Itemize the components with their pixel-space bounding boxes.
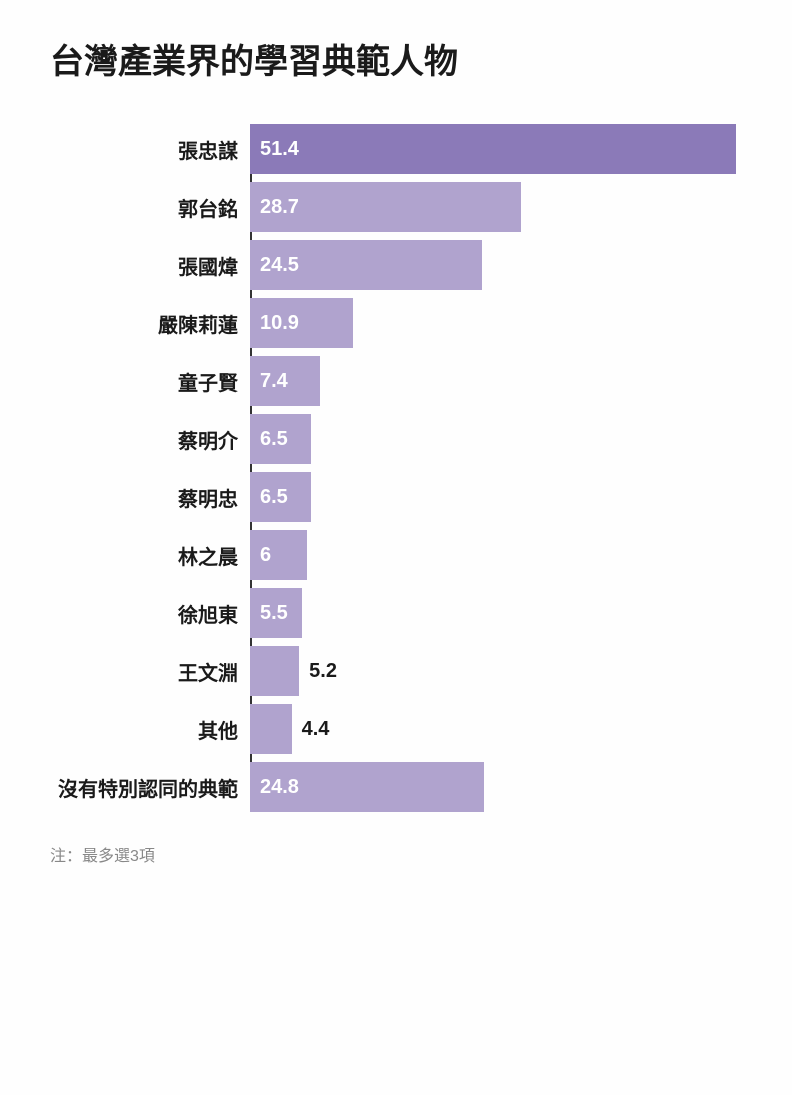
bar-value: 6.5 [250,486,288,509]
bar-value: 4.4 [292,718,330,741]
bar-value: 5.2 [299,660,337,683]
chart-title: 台灣產業界的學習典範人物 [50,40,742,84]
bar-value: 24.8 [250,776,299,799]
bar-row: 徐旭東5.5 [250,588,742,638]
bar-value: 6 [250,544,271,567]
bar-label: 郭台銘 [178,193,250,222]
bar: 24.5 [250,240,482,290]
bar-value: 6.5 [250,428,288,451]
bar: 28.7 [250,182,521,232]
bar: 6.5 [250,472,311,522]
bar: 51.4 [250,124,736,174]
bar-label: 嚴陳莉蓮 [158,309,250,338]
bar [250,704,292,754]
bar-label: 張忠謀 [178,135,250,164]
bar-row: 郭台銘28.7 [250,182,742,232]
bar-label: 其他 [198,715,250,744]
bar: 24.8 [250,762,484,812]
bar-value: 24.5 [250,254,299,277]
bar-label: 徐旭東 [178,599,250,628]
bar-label: 沒有特別認同的典範 [58,773,250,802]
bar-value: 51.4 [250,138,299,161]
bar-label: 蔡明忠 [178,483,250,512]
chart-area: 張忠謀51.4 郭台銘28.7 張國煒24.5 嚴陳莉蓮10.9 童子賢7.4 蔡明介6.… [250,124,742,812]
bar-value: 10.9 [250,312,299,335]
bar-label: 蔡明介 [178,425,250,454]
bar-row: 沒有特別認同的典範24.8 [250,762,742,812]
bar-row: 張國煒24.5 [250,240,742,290]
bar-label: 張國煒 [178,251,250,280]
bar-label: 王文淵 [178,657,250,686]
bar-row: 王文淵5.2 [250,646,742,696]
bar-label: 林之晨 [178,541,250,570]
bar: 5.5 [250,588,302,638]
bar: 6.5 [250,414,311,464]
bar: 7.4 [250,356,320,406]
bar-row: 張忠謀51.4 [250,124,742,174]
bar-row: 林之晨6 [250,530,742,580]
bar [250,646,299,696]
bar: 6 [250,530,307,580]
chart-footnote: 注：最多選3項 [50,842,742,866]
bar-row: 嚴陳莉蓮10.9 [250,298,742,348]
bar-value: 5.5 [250,602,288,625]
bar-row: 其他4.4 [250,704,742,754]
bar-row: 蔡明介6.5 [250,414,742,464]
bar-value: 7.4 [250,370,288,393]
bar: 10.9 [250,298,353,348]
bar-row: 蔡明忠6.5 [250,472,742,522]
bars-container: 張忠謀51.4 郭台銘28.7 張國煒24.5 嚴陳莉蓮10.9 童子賢7.4 蔡明介6.… [250,124,742,812]
bar-row: 童子賢7.4 [250,356,742,406]
bar-value: 28.7 [250,196,299,219]
bar-label: 童子賢 [178,367,250,396]
